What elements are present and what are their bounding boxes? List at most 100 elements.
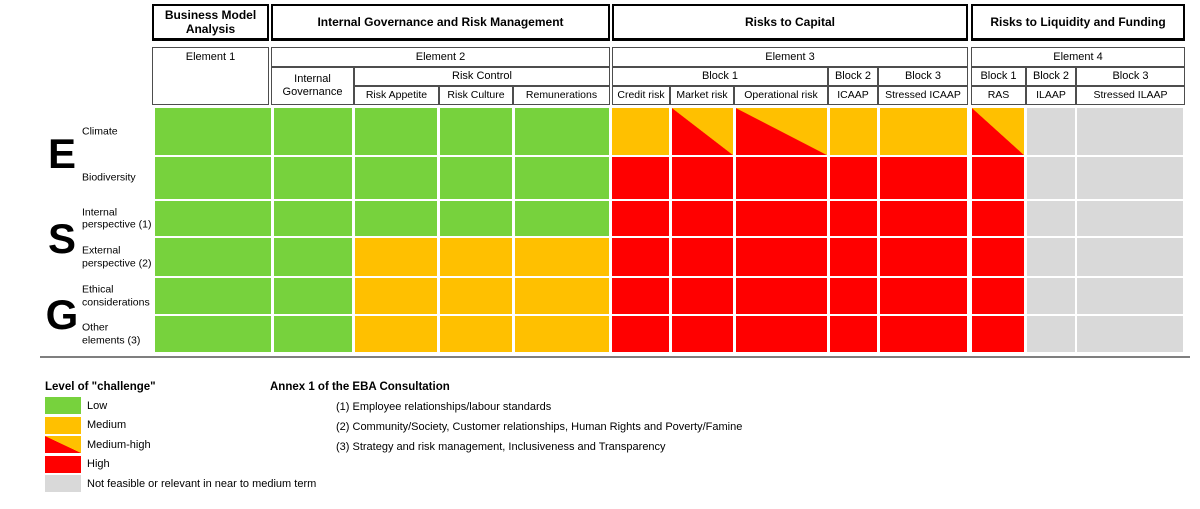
legend-label: Low — [87, 399, 108, 412]
matrix-cell — [1027, 278, 1075, 314]
matrix-cell — [830, 278, 877, 314]
legend-label: Medium-high — [87, 438, 151, 451]
matrix-cell — [155, 316, 271, 352]
matrix-cell — [880, 108, 967, 155]
matrix-cell — [274, 201, 352, 236]
matrix-cell — [355, 157, 437, 199]
matrix-cell — [612, 278, 669, 314]
matrix-cell — [155, 238, 271, 276]
matrix-cell — [672, 278, 733, 314]
legend-item: Medium — [45, 416, 405, 436]
header-block3-liquidity: Block 3 — [1076, 67, 1185, 86]
annex-title: Annex 1 of the EBA Consultation — [270, 381, 450, 393]
matrix-cell — [672, 108, 733, 155]
annex-notes: Annex 1 of the EBA Consultation (1) Empl… — [270, 381, 970, 457]
matrix-cell — [1027, 157, 1075, 199]
legend-swatch-medium — [45, 416, 81, 434]
esg-letter: E — [47, 129, 76, 177]
matrix-cell — [830, 157, 877, 199]
annex-item: (1) Employee relationships/labour standa… — [336, 401, 552, 413]
matrix-cell — [515, 201, 609, 236]
legend-swatch-medium-high — [45, 436, 81, 454]
matrix-cell — [274, 316, 352, 352]
matrix-cell — [440, 201, 512, 236]
matrix-cell — [1077, 108, 1183, 155]
header-risk-appetite: Risk Appetite — [354, 86, 439, 105]
matrix-cell — [880, 238, 967, 276]
matrix-cell — [972, 108, 1024, 155]
matrix-cell — [440, 157, 512, 199]
esg-letter: S — [47, 214, 76, 262]
header-risk-culture: Risk Culture — [439, 86, 513, 105]
header-element-1: Element 1 — [152, 47, 269, 105]
matrix-cell — [440, 238, 512, 276]
matrix-cell — [830, 108, 877, 155]
legend-items: Low Medium Medium-high High Not feasible or … — [45, 396, 405, 494]
row-label: Ethical considerations — [82, 283, 150, 308]
matrix-cell — [274, 108, 352, 155]
header-risk-control: Risk Control — [354, 67, 610, 86]
header-block1-capital: Block 1 — [612, 67, 828, 86]
row-label: Other elements (3) — [82, 321, 141, 346]
header-element-2: Element 2 — [271, 47, 610, 67]
matrix-cell — [440, 278, 512, 314]
matrix-cell — [972, 278, 1024, 314]
header-operational-risk: Operational risk — [734, 86, 828, 105]
matrix-cell — [440, 316, 512, 352]
header-market-risk: Market risk — [670, 86, 734, 105]
matrix-cell — [355, 238, 437, 276]
row-label: External perspective (2) — [82, 244, 152, 269]
matrix-cell — [736, 238, 827, 276]
matrix-cell — [972, 157, 1024, 199]
matrix-cell — [1077, 238, 1183, 276]
matrix-cell — [155, 108, 271, 155]
matrix-cell — [672, 238, 733, 276]
matrix-cell — [155, 157, 271, 199]
matrix-cell — [880, 201, 967, 236]
header-credit-risk: Credit risk — [612, 86, 670, 105]
header-element-3: Element 3 — [612, 47, 968, 67]
matrix-cell — [515, 157, 609, 199]
legend-item: Not feasible or relevant in near to medi… — [45, 474, 405, 494]
risk-matrix — [152, 108, 1185, 354]
matrix-cell — [972, 238, 1024, 276]
legend-item: High — [45, 455, 405, 475]
legend-label: High — [87, 458, 110, 471]
matrix-cell — [1027, 108, 1075, 155]
matrix-cell — [830, 201, 877, 236]
esg-letter: G — [45, 291, 79, 338]
matrix-cell — [736, 108, 827, 155]
header-stressed-icaap: Stressed ICAAP — [878, 86, 968, 105]
matrix-cell — [830, 238, 877, 276]
column-group-header-row: Business Model Analysis Internal Governa… — [152, 4, 1185, 44]
header-stressed-ilaap: Stressed ILAAP — [1076, 86, 1185, 105]
matrix-cell — [672, 157, 733, 199]
legend-label: Medium — [87, 419, 127, 432]
header-block3-capital: Block 3 — [878, 67, 968, 86]
legend-item: Low — [45, 396, 405, 416]
header-internal-governance: Internal Governance — [271, 67, 354, 105]
legend-label: Not feasible or relevant in near to medi… — [87, 477, 317, 490]
matrix-cell — [972, 316, 1024, 352]
matrix-cell — [880, 278, 967, 314]
matrix-cell — [1077, 157, 1183, 199]
matrix-cell — [355, 278, 437, 314]
matrix-cell — [355, 316, 437, 352]
matrix-cell — [355, 108, 437, 155]
group-header-risks-to-liquidity: Risks to Liquidity and Funding — [971, 4, 1185, 41]
group-header-business-model-analysis: Business Model Analysis — [152, 4, 269, 41]
annex-item: (3) Strategy and risk management, Inclus… — [336, 441, 666, 453]
matrix-cell — [880, 157, 967, 199]
matrix-cell — [612, 316, 669, 352]
matrix-cell — [1077, 201, 1183, 236]
legend-swatch-na — [45, 475, 81, 493]
group-header-internal-governance: Internal Governance and Risk Management — [271, 4, 610, 41]
header-remunerations: Remunerations — [513, 86, 610, 105]
matrix-cell — [736, 201, 827, 236]
matrix-cell — [972, 201, 1024, 236]
separator-line — [40, 356, 1190, 358]
legend-item: Medium-high — [45, 435, 405, 455]
matrix-cell — [830, 316, 877, 352]
matrix-cell — [736, 316, 827, 352]
matrix-cell — [515, 108, 609, 155]
